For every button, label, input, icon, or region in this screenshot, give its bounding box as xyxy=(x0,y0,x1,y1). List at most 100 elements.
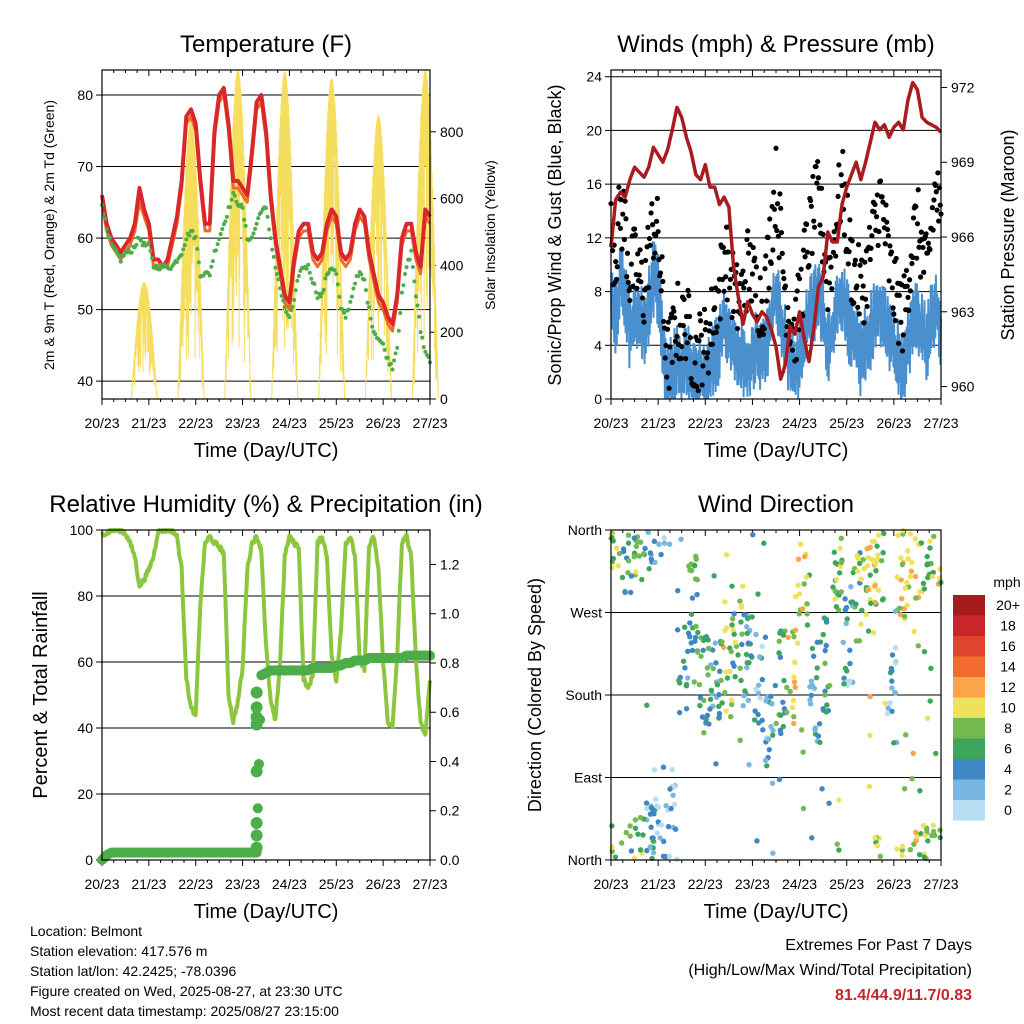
direction-point xyxy=(768,693,774,700)
gust-point xyxy=(791,316,797,322)
y2-axis-label: Solar Insolation (Yellow) xyxy=(482,160,498,310)
direction-point xyxy=(898,555,904,561)
direction-point xyxy=(776,638,782,644)
direction-point xyxy=(899,561,906,568)
colorbar-label: 0 xyxy=(1004,802,1012,818)
gust-point xyxy=(914,255,920,261)
direction-point xyxy=(685,675,691,681)
gust-point xyxy=(701,306,708,312)
gust-point xyxy=(700,363,706,369)
gust-point xyxy=(750,244,756,251)
direction-point xyxy=(807,701,814,707)
gust-point xyxy=(900,332,906,338)
direction-point xyxy=(728,714,734,720)
direction-point xyxy=(891,740,897,746)
y-tick-label: 70 xyxy=(77,159,93,175)
direction-point xyxy=(874,556,881,563)
direction-point xyxy=(699,714,706,720)
gust-point xyxy=(920,244,926,251)
gust-point xyxy=(662,355,668,361)
gust-point xyxy=(826,280,833,286)
dewpoint-point xyxy=(295,278,300,283)
colorbar-label: 16 xyxy=(1000,638,1016,654)
wind-speed-line xyxy=(610,241,942,400)
gust-point xyxy=(846,248,852,255)
direction-point xyxy=(843,620,849,627)
y-tick-label: North xyxy=(568,852,602,868)
station-location: Location: Belmont xyxy=(30,923,143,939)
direction-point xyxy=(661,540,668,546)
direction-point xyxy=(924,553,930,560)
direction-point xyxy=(740,583,746,589)
gust-point xyxy=(896,292,902,298)
direction-point xyxy=(739,631,745,637)
gust-point xyxy=(749,298,755,304)
direction-point xyxy=(644,702,650,708)
gust-point xyxy=(874,192,880,198)
gust-point xyxy=(772,223,778,230)
gust-point xyxy=(923,231,929,237)
x-tick-label: 21/23 xyxy=(641,415,676,431)
gust-point xyxy=(634,285,640,291)
direction-point xyxy=(826,800,832,806)
gust-point xyxy=(809,250,815,256)
gust-point xyxy=(906,277,913,283)
direction-point xyxy=(706,721,712,727)
direction-point xyxy=(816,721,823,727)
dewpoint-point xyxy=(399,290,404,295)
direction-point xyxy=(751,717,758,723)
colorbar-label: 6 xyxy=(1004,741,1012,757)
direction-point xyxy=(847,660,853,667)
dewpoint-point xyxy=(353,281,358,286)
dewpoint-point xyxy=(290,304,295,309)
dewpoint-point xyxy=(224,214,229,219)
gust-point xyxy=(817,222,823,228)
gust-point xyxy=(686,293,692,299)
gust-point xyxy=(653,233,659,239)
direction-point xyxy=(925,838,931,844)
gust-point xyxy=(685,287,691,293)
direction-point xyxy=(625,532,632,538)
x-tick-label: 23/23 xyxy=(735,415,770,431)
direction-point xyxy=(807,684,813,690)
direction-point xyxy=(636,553,642,559)
gust-point xyxy=(780,269,786,275)
gust-point xyxy=(686,313,693,320)
direction-point xyxy=(929,832,935,839)
gust-point xyxy=(915,187,921,193)
gust-point xyxy=(708,286,715,292)
direction-point xyxy=(822,647,828,654)
direction-point xyxy=(616,550,623,557)
direction-point xyxy=(911,628,917,635)
direction-point xyxy=(625,558,632,564)
gust-point xyxy=(888,249,895,255)
direction-point xyxy=(836,847,842,853)
gust-point xyxy=(624,274,630,280)
solar-day-3 xyxy=(271,71,299,400)
dewpoint-point xyxy=(174,259,179,264)
direction-point xyxy=(612,854,619,860)
direction-point xyxy=(743,624,750,630)
gust-point xyxy=(664,326,671,332)
dewpoint-point xyxy=(149,255,154,260)
gust-point xyxy=(801,227,807,233)
gust-point xyxy=(727,276,734,283)
direction-point xyxy=(777,727,783,733)
x-axis-label: Time (Day/UTC) xyxy=(194,901,339,923)
gust-point xyxy=(744,236,750,243)
gust-point xyxy=(682,331,688,338)
dewpoint-point xyxy=(278,286,283,291)
direction-point xyxy=(642,545,648,552)
dewpoint-point xyxy=(282,304,287,309)
direction-point xyxy=(705,672,711,678)
y2-tick-label: 1.2 xyxy=(440,556,460,572)
dewpoint-point xyxy=(393,351,398,356)
direction-point xyxy=(921,586,928,592)
chart-title: Relative Humidity (%) & Precipitation (i… xyxy=(49,491,482,518)
gust-point xyxy=(828,264,834,270)
gust-point xyxy=(709,341,715,347)
gust-point xyxy=(833,253,839,259)
y-tick-label: North xyxy=(568,522,602,538)
gust-point xyxy=(716,288,722,294)
gust-point xyxy=(862,296,869,302)
